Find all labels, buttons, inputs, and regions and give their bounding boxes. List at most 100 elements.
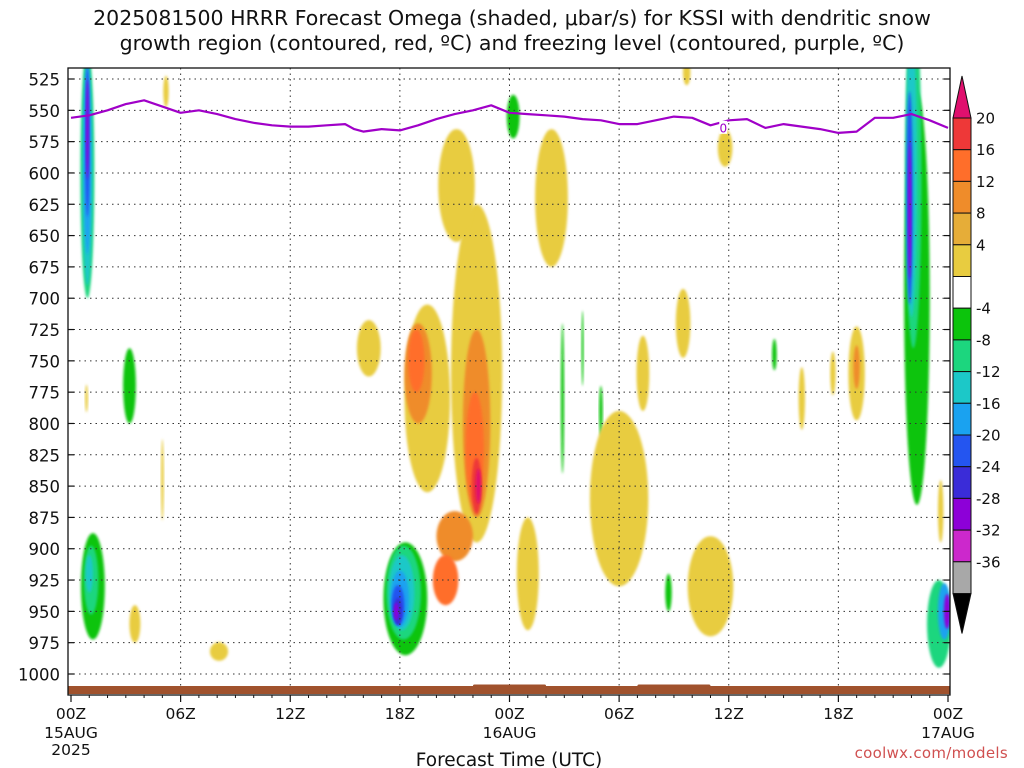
colorbar-swatch [952, 149, 972, 182]
omega-feature [438, 129, 475, 242]
omega-feature [85, 555, 94, 593]
colorbar-label: -24 [976, 458, 1001, 476]
grid-lines [68, 68, 950, 695]
terrain-bump [637, 684, 711, 688]
x-tick-label: 18Z [823, 705, 853, 723]
y-tick-label: 775 [29, 384, 61, 403]
omega-feature [687, 536, 734, 637]
x-axis-label: Forecast Time (UTC) [416, 750, 602, 768]
colorbar-swatch [952, 180, 972, 214]
colorbar-swatch [952, 402, 972, 436]
chart-title-line-1: 2025081500 HRRR Forecast Omega (shaded, … [93, 6, 931, 30]
y-tick-label: 975 [29, 634, 61, 653]
terrain-bar [68, 686, 950, 694]
omega-feature [675, 288, 691, 358]
omega-feature [830, 351, 836, 396]
omega-feature [506, 94, 520, 139]
omega-feature [86, 79, 89, 180]
colorbar-swatch [952, 244, 972, 278]
x-tick-label: 12Z [714, 705, 744, 723]
omega-feature [393, 602, 399, 621]
x-tick-sublabel: 16AUG [483, 724, 537, 742]
freezing-level-label: 0 [719, 121, 727, 135]
omega-shading [80, 68, 950, 668]
omega-feature [772, 338, 777, 371]
colorbar-label: -8 [976, 331, 991, 349]
omega-feature [209, 642, 229, 661]
omega-feature [853, 345, 860, 389]
chart-title-line-2: growth region (contoured, red, ºC) and f… [119, 31, 905, 55]
omega-feature [129, 605, 141, 643]
freezing-level-contour: 0 [70, 99, 949, 135]
x-tick-label: 12Z [275, 705, 305, 723]
y-tick-label: 725 [29, 321, 61, 340]
x-tick-label: 00Z [494, 705, 524, 723]
y-axis-ticks: 525 550 575 600 625 650 675 700 725 750 775 800 825 8… [18, 71, 60, 685]
colorbar-swatch [952, 466, 972, 499]
x-tick-sublabel: 2025 [51, 741, 90, 759]
x-tick-label: 00Z [933, 705, 963, 723]
y-tick-label: 1000 [18, 666, 60, 685]
omega-feature [161, 439, 164, 521]
omega-feature [516, 517, 539, 631]
omega-feature [665, 573, 672, 612]
omega-feature [475, 468, 481, 504]
x-tick-label: 00Z [56, 705, 86, 723]
colorbar-label: -12 [976, 363, 1001, 381]
colorbar-swatch [952, 276, 972, 309]
colorbar-swatch [952, 307, 972, 341]
y-tick-label: 650 [29, 227, 61, 246]
colorbar-label: -4 [976, 300, 991, 318]
y-tick-label: 875 [29, 509, 61, 528]
omega-feature [163, 75, 169, 108]
x-tick-sublabel: 15AUG [44, 724, 98, 742]
colorbar-label: 20 [976, 110, 995, 128]
y-tick-label: 575 [29, 133, 61, 152]
y-tick-label: 950 [29, 603, 61, 622]
omega-feature [432, 555, 459, 606]
colorbar-swatch [952, 434, 972, 468]
colorbar-label: 16 [976, 141, 995, 159]
colorbar-label: 12 [976, 173, 995, 191]
x-tick-sublabel: 17AUG [921, 724, 975, 742]
freezing-level-label-bg [719, 120, 728, 134]
y-tick-label: 600 [29, 164, 61, 183]
y-tick-label: 550 [29, 102, 61, 121]
y-tick-label: 675 [29, 258, 61, 277]
axes [67, 67, 951, 702]
x-tick-label: 06Z [604, 705, 634, 723]
colorbar-label: 4 [976, 236, 986, 254]
y-tick-label: 700 [29, 290, 61, 309]
colorbar-swatch [952, 371, 972, 404]
colorbar-swatch [952, 212, 972, 246]
omega-feature [535, 129, 568, 267]
omega-feature [123, 348, 136, 424]
x-tick-label: 18Z [385, 705, 415, 723]
terrain-strip [68, 684, 950, 694]
omega-feature [408, 329, 425, 393]
x-tick-label: 06Z [165, 705, 195, 723]
colorbar-swatch [952, 529, 972, 563]
omega-feature [560, 323, 565, 474]
y-tick-label: 800 [29, 415, 61, 434]
colorbar-label: 8 [976, 205, 986, 223]
colorbar-label: -28 [976, 490, 1001, 508]
y-tick-label: 925 [29, 572, 61, 591]
terrain-bump [472, 684, 547, 688]
colorbar-swatch [952, 117, 972, 151]
omega-feature [798, 367, 805, 430]
y-tick-label: 525 [29, 71, 61, 90]
colorbar: 20 16 12 8 4 -4 -8 -12 -16 -20 -24 -28 -32 -36 [952, 75, 1001, 634]
omega-feature [908, 141, 912, 280]
omega-feature [636, 335, 650, 411]
colorbar-swatch [952, 593, 972, 634]
colorbar-swatch [952, 561, 972, 594]
y-tick-label: 850 [29, 478, 61, 497]
omega-feature [85, 384, 88, 413]
colorbar-swatch [952, 497, 972, 531]
credit-text: coolwx.com/models [854, 744, 1008, 762]
y-tick-label: 825 [29, 446, 61, 465]
y-tick-label: 625 [29, 196, 61, 215]
